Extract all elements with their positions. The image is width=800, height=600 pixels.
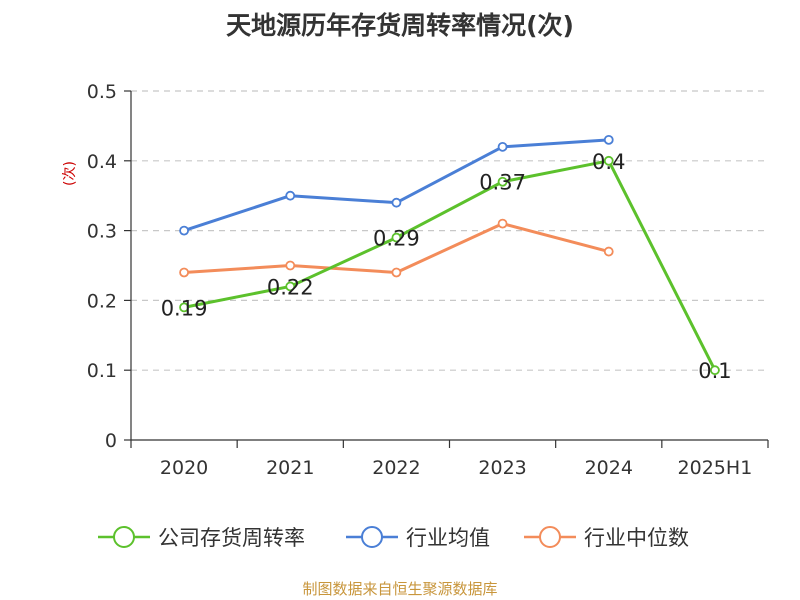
data-point bbox=[710, 365, 720, 376]
data-point bbox=[179, 225, 189, 236]
data-label: 0.19 bbox=[161, 296, 208, 320]
data-point bbox=[391, 267, 402, 278]
legend-label: 行业均值 bbox=[406, 526, 490, 550]
series-layer bbox=[179, 134, 720, 376]
x-tick-label: 2025H1 bbox=[678, 457, 753, 479]
legend-item: 行业中位数 bbox=[524, 526, 689, 550]
y-tick-label: 0.5 bbox=[87, 81, 117, 103]
x-tick-label: 2024 bbox=[585, 457, 633, 479]
data-point bbox=[285, 260, 296, 271]
data-label: 0.22 bbox=[267, 275, 314, 299]
series-line-1 bbox=[183, 138, 609, 233]
data-point bbox=[391, 232, 402, 243]
grid-layer bbox=[131, 90, 768, 371]
x-tick-label: 2021 bbox=[266, 457, 314, 479]
y-tick-label: 0 bbox=[105, 430, 117, 452]
legend: 公司存货周转率 行业均值 行业中位数 bbox=[98, 526, 689, 550]
data-point bbox=[603, 134, 614, 145]
x-tick-label: 2023 bbox=[478, 457, 526, 479]
data-point bbox=[179, 267, 189, 278]
data-point bbox=[285, 190, 296, 201]
data-label: 0.1 bbox=[698, 359, 731, 383]
axis-layer: 0 0.1 0.2 0.3 0.4 0.5 2020 2021 2022 2023 2024 2025… bbox=[62, 81, 769, 479]
data-point bbox=[497, 176, 508, 187]
x-tick-label: 2020 bbox=[160, 457, 208, 479]
series-line-0 bbox=[183, 159, 717, 371]
y-tick-label: 0.3 bbox=[87, 221, 117, 243]
chart-title: 天地源历年存货周转率情况(次) bbox=[226, 11, 574, 40]
data-point bbox=[603, 155, 614, 166]
data-point bbox=[497, 218, 508, 229]
legend-label: 行业中位数 bbox=[584, 526, 689, 550]
y-tick-label: 0.1 bbox=[87, 360, 117, 382]
data-point bbox=[179, 302, 189, 313]
data-point bbox=[391, 197, 402, 208]
legend-marker bbox=[361, 526, 383, 548]
legend-label: 公司存货周转率 bbox=[158, 526, 305, 550]
data-label: 0.29 bbox=[373, 227, 420, 251]
x-tick-label: 2022 bbox=[372, 457, 420, 479]
data-point bbox=[285, 281, 296, 292]
legend-marker bbox=[539, 526, 561, 548]
data-label: 0.37 bbox=[479, 171, 526, 195]
legend-marker bbox=[113, 526, 135, 548]
y-axis-unit: (次) bbox=[62, 161, 78, 186]
y-tick-label: 0.2 bbox=[87, 290, 117, 312]
source-note: 制图数据来自恒生聚源数据库 bbox=[302, 580, 498, 598]
y-tick-label: 0.4 bbox=[87, 151, 117, 173]
data-point bbox=[497, 141, 508, 152]
data-label: 0.4 bbox=[592, 150, 625, 174]
label-layer: 0.19 0.22 0.29 0.37 0.4 0.1 bbox=[161, 150, 732, 383]
legend-item: 行业均值 bbox=[346, 526, 490, 550]
data-point bbox=[603, 246, 614, 257]
legend-item: 公司存货周转率 bbox=[98, 526, 305, 550]
